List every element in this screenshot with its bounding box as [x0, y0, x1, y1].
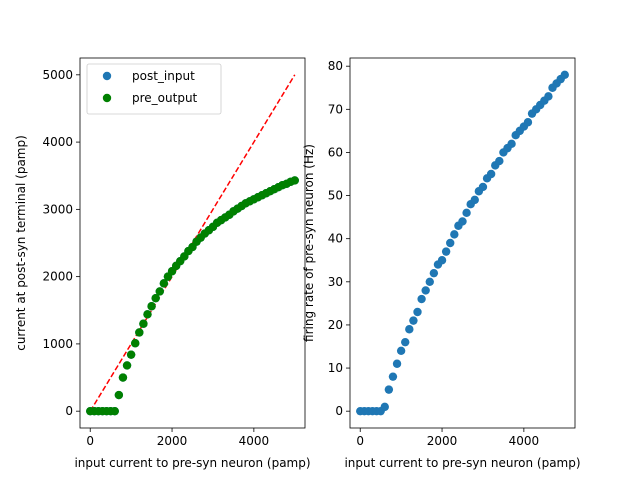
y-tick-label: 30	[328, 275, 343, 289]
pre_output-point	[110, 406, 119, 416]
pre_output-point	[143, 310, 152, 319]
pre_output-point	[118, 373, 128, 382]
pre_output-point	[147, 302, 156, 311]
data-point	[478, 182, 488, 192]
legend-marker	[102, 93, 112, 103]
data-point	[421, 286, 430, 295]
data-point	[429, 268, 439, 278]
data-point	[470, 195, 479, 205]
data-point	[495, 156, 504, 166]
y-tick-label: 40	[328, 232, 343, 246]
data-point	[450, 230, 459, 239]
data-point	[392, 359, 402, 368]
x-tick-label: 0	[86, 434, 94, 448]
legend-label: post_input	[132, 69, 195, 83]
x-tick-label: 4000	[239, 434, 270, 448]
legend-label: pre_output	[132, 91, 198, 105]
data-point	[405, 325, 414, 334]
right-plot: 0 2000 4000 0 10 20 30 40 50 60 70 80 input current …	[302, 57, 581, 470]
y-tick-label: 80	[328, 59, 343, 73]
pre_output-point	[159, 279, 169, 288]
x-tick-label: 2000	[427, 434, 458, 448]
y-tick-label: 3000	[42, 202, 73, 216]
pre_output-point	[114, 390, 124, 400]
data-point	[425, 277, 434, 287]
data-point	[560, 70, 569, 80]
data-point	[401, 337, 410, 347]
y-tick-label: 50	[328, 189, 343, 203]
y-tick-label: 2000	[42, 270, 73, 284]
data-point	[396, 346, 406, 356]
axes-frame	[349, 57, 576, 429]
y-tick-label: 0	[335, 404, 343, 418]
y-tick-label: 1000	[42, 337, 73, 351]
data-point	[388, 372, 398, 381]
x-tick-label: 4000	[509, 434, 540, 448]
data-point	[458, 217, 467, 226]
y-tick-label: 4000	[42, 135, 73, 149]
data-point	[437, 256, 447, 265]
x-tick-label: 2000	[157, 434, 188, 448]
pre_output-point	[290, 176, 299, 185]
y-tick-label: 20	[328, 318, 343, 332]
data-point	[486, 169, 496, 179]
left-plot: 0 2000 4000 0 1000 2000 3000 4000 5000 input curr…	[14, 57, 311, 470]
data-point	[446, 238, 455, 248]
data-point	[413, 307, 422, 317]
data-point	[380, 402, 389, 412]
legend-box	[86, 63, 222, 115]
axes-frame	[79, 57, 306, 429]
data-point	[544, 92, 553, 101]
data-point	[523, 118, 533, 127]
data-point	[507, 139, 516, 149]
data-point	[409, 316, 418, 325]
y-tick-label: 5000	[42, 68, 73, 82]
pre_output-point	[126, 350, 136, 359]
pre_output-point	[139, 319, 148, 328]
y-tick-label: 60	[328, 145, 343, 159]
x-tick-label: 0	[356, 434, 364, 448]
y-axis-label: firing rate of pre-syn neuron (Hz)	[302, 144, 316, 342]
data-point	[384, 385, 394, 394]
y-tick-label: 0	[65, 404, 73, 418]
x-axis-label: input current to pre-syn neuron (pamp)	[74, 456, 310, 470]
pre_output-point	[131, 339, 140, 348]
y-tick-label: 10	[328, 361, 343, 375]
pre_output-point	[122, 361, 132, 370]
data-point	[462, 208, 471, 218]
pre_output-point	[135, 328, 144, 337]
y-axis-label: current at post-syn terminal (pamp)	[14, 135, 28, 351]
legend-marker	[102, 71, 112, 81]
x-axis-label: input current to pre-syn neuron (pamp)	[344, 456, 580, 470]
pre_output-point	[155, 287, 164, 296]
data-point	[417, 294, 426, 304]
pre_output-point	[151, 293, 160, 303]
data-point	[441, 247, 451, 256]
y-tick-label: 70	[328, 102, 343, 116]
legend: post_input pre_output	[86, 63, 222, 115]
